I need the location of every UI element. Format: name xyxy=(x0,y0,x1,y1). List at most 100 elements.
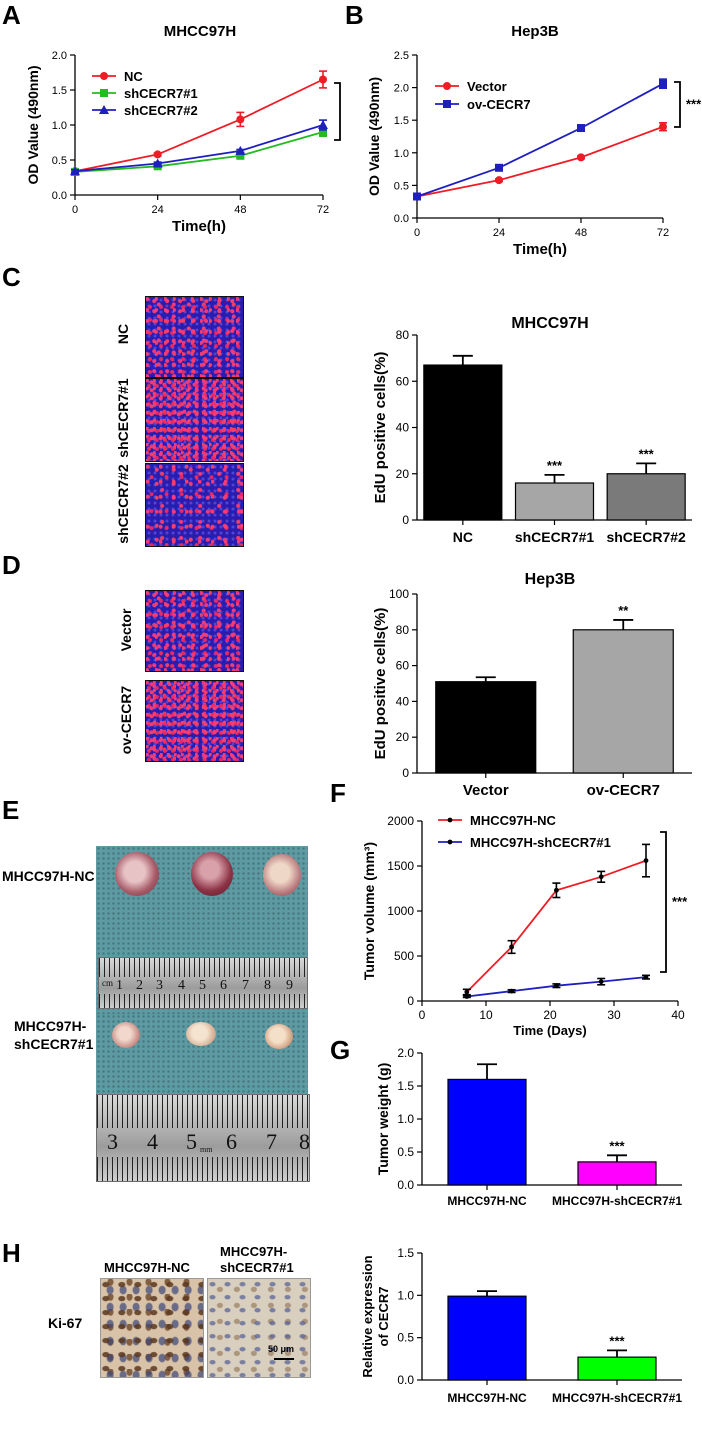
legend-label-0: MHCC97H-NC xyxy=(470,813,557,828)
panel-label-g: G xyxy=(330,1035,351,1065)
panel-label-h: H xyxy=(2,1238,21,1268)
data-point xyxy=(318,120,328,129)
row-label-nc: NC xyxy=(115,323,131,345)
data-point xyxy=(495,176,503,185)
significance-bracket xyxy=(334,82,341,141)
ruler-sh-n5: 5 xyxy=(186,1129,197,1155)
category-label: shCECR7#2 xyxy=(606,529,686,545)
series-line-0 xyxy=(416,125,664,198)
series-line-0 xyxy=(466,859,647,993)
category-label: MHCC97H-shCECR7#1 xyxy=(552,1194,682,1208)
x-tick-label: 24 xyxy=(152,204,164,216)
chart-title: MHCC97H xyxy=(164,23,237,40)
panel-label-c: C xyxy=(2,262,21,292)
x-tick-label: 48 xyxy=(234,204,246,216)
x-axis-label: Time(h) xyxy=(513,241,567,258)
legend-marker-2 xyxy=(99,105,109,114)
y-tick-label: 0 xyxy=(402,766,409,780)
chart-f-tumor-volume: 0 500 1000 1500 2000 0 10 20 30 40 Time (Days) Tumo… xyxy=(361,813,688,1038)
ihc-row-label-ki67: Ki-67 xyxy=(48,1315,83,1331)
ruler-nc-n6: 6 xyxy=(220,978,227,993)
significance-label: *** xyxy=(639,446,655,461)
series-line-1 xyxy=(74,131,324,173)
chart-g-tumor-weight: 0.0 0.5 1.0 1.5 2.0 MHCC97H-NC *** MHCC97H-shCE… xyxy=(375,1046,682,1208)
chart-title: MHCC97H xyxy=(511,315,588,332)
chart-a-mhcc97h-od: 0.0 0.5 1.0 1.5 2.0 0 24 48 72 MHCC97H Time(h) OD V… xyxy=(25,23,341,235)
y-axis-label: OD Value (490nm) xyxy=(366,77,382,196)
row-label-shcecr7-1: shCECR7#1 xyxy=(115,378,131,458)
legend-marker-1 xyxy=(447,839,453,845)
data-point xyxy=(509,944,514,950)
y-tick-label: 0 xyxy=(402,513,409,527)
y-tick-label: 40 xyxy=(396,694,410,708)
data-point xyxy=(598,979,604,985)
row-label-ov-cecr7: ov-CECR7 xyxy=(118,685,134,755)
chart-b-hep3b-od: 0.0 0.5 1.0 1.5 2.0 2.5 0 24 48 72 Hep3B Time(h) OD … xyxy=(366,23,702,258)
y-tick-label: 1500 xyxy=(387,859,414,873)
x-tick-label: 30 xyxy=(607,1008,621,1022)
tumor-sh-2 xyxy=(186,1022,216,1046)
ihc-col-label-sh-line1: MHCC97H- xyxy=(220,1244,288,1259)
category-label: MHCC97H-NC xyxy=(447,1391,527,1405)
category-label: MHCC97H-shCECR7#1 xyxy=(552,1391,682,1405)
panel-label-e: E xyxy=(2,795,20,825)
data-point xyxy=(413,192,421,201)
y-tick-label: 0.0 xyxy=(397,1373,414,1387)
data-point xyxy=(509,988,514,994)
x-axis-label: Time (Days) xyxy=(513,1023,586,1038)
y-tick-label: 500 xyxy=(394,949,414,963)
edu-image-shcecr7-2 xyxy=(145,463,244,547)
y-tick-label: 40 xyxy=(396,421,410,435)
x-tick-label: 40 xyxy=(671,1008,685,1022)
ruler-sh: 3 4 5 mm 6 7 8 xyxy=(96,1094,310,1182)
y-tick-label: 2.5 xyxy=(394,50,409,62)
bar-0 xyxy=(423,364,503,521)
data-point xyxy=(598,874,604,880)
significance-label: *** xyxy=(672,894,688,909)
data-point xyxy=(643,858,649,863)
y-tick-label: 0.5 xyxy=(52,155,67,167)
data-point xyxy=(659,122,667,131)
y-tick-label: 2.0 xyxy=(52,50,67,62)
bar-0 xyxy=(447,1295,527,1381)
edu-image-nc xyxy=(145,296,244,378)
y-tick-label: 2000 xyxy=(387,814,414,828)
bar-1 xyxy=(572,629,674,774)
significance-bracket xyxy=(660,831,667,973)
scale-bar xyxy=(274,1358,294,1360)
y-axis-label: EdU positive cells(%) xyxy=(372,352,389,504)
legend-marker-1 xyxy=(100,89,108,97)
y-tick-label: 1.5 xyxy=(397,1079,414,1093)
y-tick-label: 60 xyxy=(396,659,410,673)
significance-label: *** xyxy=(547,458,563,473)
ruler-sh-n4: 4 xyxy=(147,1129,158,1155)
x-tick-label: 20 xyxy=(543,1008,557,1022)
series-line-2 xyxy=(74,124,324,173)
ruler-sh-n7: 7 xyxy=(266,1129,277,1155)
y-tick-label: 1000 xyxy=(387,904,414,918)
edu-image-vector xyxy=(145,590,244,672)
data-point xyxy=(643,974,649,980)
category-label: shCECR7#1 xyxy=(515,529,595,545)
legend-label-1: MHCC97H-shCECR7#1 xyxy=(470,835,611,850)
x-axis-label: Time(h) xyxy=(172,218,226,235)
tumor-row-label-nc: MHCC97H-NC xyxy=(2,868,95,884)
ruler-nc-n9: 9 xyxy=(286,978,293,993)
tumor-sh-1 xyxy=(112,1022,140,1048)
chart-title: Hep3B xyxy=(511,23,559,40)
significance-label: ** xyxy=(618,603,629,618)
significance-label: *** xyxy=(609,1138,625,1153)
ihc-col-label-nc: MHCC97H-NC xyxy=(104,1260,190,1275)
data-point xyxy=(319,128,327,136)
category-label: MHCC97H-NC xyxy=(447,1194,527,1208)
x-tick-label: 72 xyxy=(317,204,329,216)
x-tick-label: 10 xyxy=(479,1008,493,1022)
ihc-image-shcecr7-1 xyxy=(207,1278,311,1378)
significance-label: *** xyxy=(686,97,702,112)
series-line-0 xyxy=(74,78,324,173)
tumor-row-label-sh-line2: shCECR7#1 xyxy=(14,1036,94,1052)
chart-d-edu-hep3b: 0 20 40 60 80 100 Hep3B Vector ** ov-CECR7 EdU pos… xyxy=(372,571,692,796)
y-tick-label: 60 xyxy=(396,374,410,388)
panel-label-f: F xyxy=(330,778,346,808)
data-point xyxy=(236,115,245,124)
